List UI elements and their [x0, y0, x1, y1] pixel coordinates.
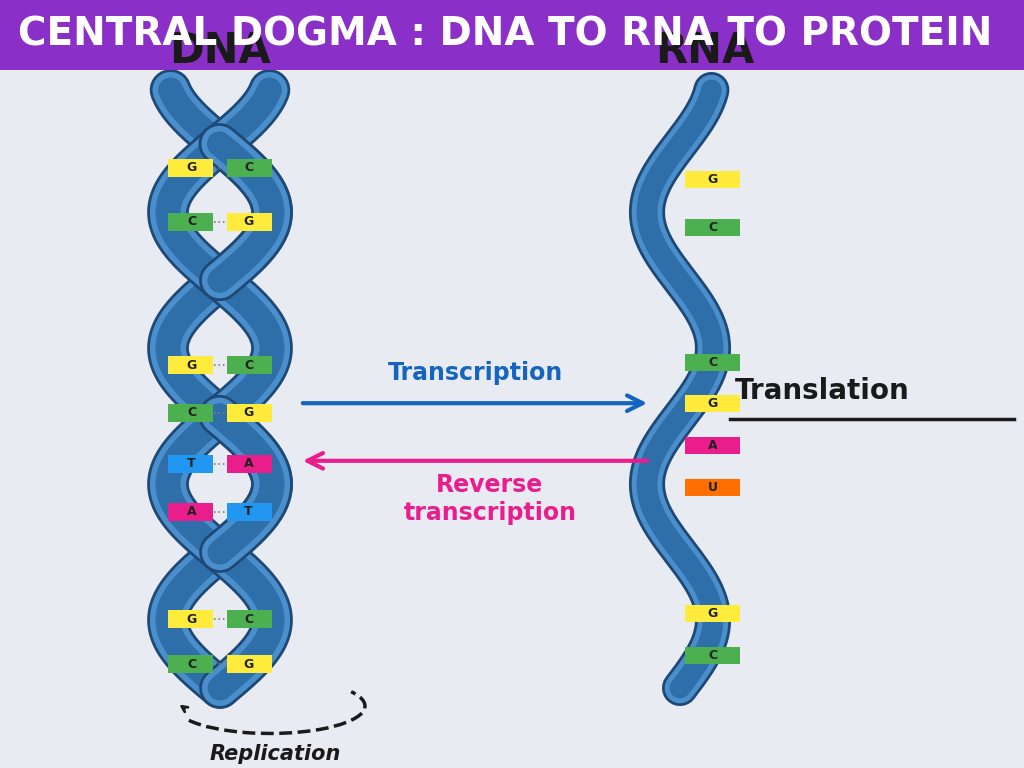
Bar — [227, 611, 272, 628]
Bar — [227, 159, 272, 177]
Bar — [685, 647, 740, 664]
Bar — [685, 604, 740, 622]
Bar — [685, 396, 740, 412]
Text: A: A — [244, 457, 253, 470]
Text: RNA: RNA — [655, 30, 755, 72]
Text: Replication: Replication — [209, 743, 341, 763]
Text: DNA: DNA — [169, 30, 271, 72]
Text: G: G — [186, 613, 197, 626]
Text: Transcription: Transcription — [387, 361, 562, 386]
Text: G: G — [244, 657, 254, 670]
Text: C: C — [244, 359, 253, 372]
Text: G: G — [708, 174, 718, 186]
Bar — [168, 404, 213, 422]
Text: T: T — [244, 505, 253, 518]
Bar — [168, 356, 213, 374]
Text: C: C — [708, 221, 717, 234]
Bar — [168, 159, 213, 177]
Bar — [685, 479, 740, 496]
Bar — [227, 655, 272, 673]
Bar — [0, 0, 1024, 70]
Bar — [168, 213, 213, 230]
Bar — [685, 353, 740, 371]
Text: G: G — [708, 398, 718, 410]
Bar — [227, 213, 272, 230]
Text: C: C — [244, 161, 253, 174]
Bar — [685, 171, 740, 188]
Text: C: C — [187, 406, 196, 419]
Text: A: A — [708, 439, 718, 452]
Bar — [168, 655, 213, 673]
Text: CENTRAL DOGMA : DNA TO RNA TO PROTEIN: CENTRAL DOGMA : DNA TO RNA TO PROTEIN — [18, 16, 992, 54]
Bar — [227, 404, 272, 422]
Text: G: G — [186, 359, 197, 372]
Text: G: G — [244, 406, 254, 419]
Bar — [168, 455, 213, 473]
Bar — [685, 437, 740, 455]
Text: G: G — [244, 215, 254, 228]
Text: C: C — [708, 649, 717, 661]
Text: Translation: Translation — [735, 376, 909, 405]
Text: C: C — [244, 613, 253, 626]
Bar — [227, 502, 272, 521]
Text: C: C — [187, 215, 196, 228]
Text: G: G — [708, 607, 718, 620]
Bar — [168, 502, 213, 521]
Text: T: T — [187, 457, 196, 470]
Text: Reverse
transcription: Reverse transcription — [403, 473, 577, 525]
Bar — [227, 455, 272, 473]
Text: A: A — [186, 505, 197, 518]
Bar — [685, 219, 740, 236]
Text: G: G — [186, 161, 197, 174]
Text: C: C — [708, 356, 717, 369]
Text: U: U — [708, 482, 718, 494]
Bar — [227, 356, 272, 374]
Text: C: C — [187, 657, 196, 670]
Bar — [168, 611, 213, 628]
